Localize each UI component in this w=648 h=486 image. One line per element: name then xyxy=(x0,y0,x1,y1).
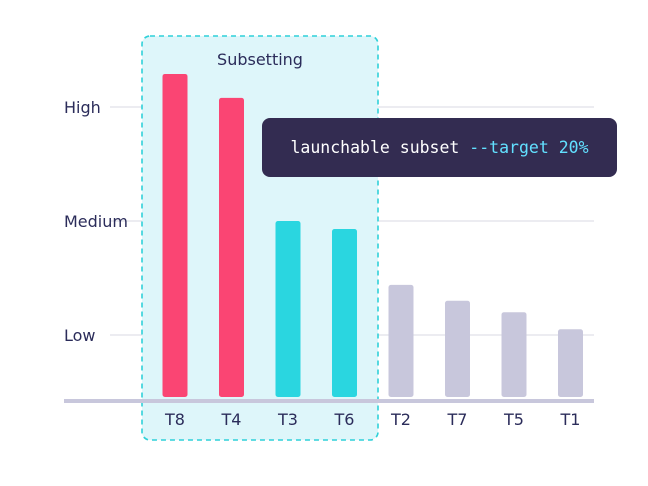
x-axis-labels: T8 T4 T3 T6 T2 T7 T5 T1 xyxy=(164,410,580,429)
x-tick-label-t4: T4 xyxy=(221,410,242,429)
x-tick-label-t5: T5 xyxy=(503,410,524,429)
y-axis-labels: Low Medium High xyxy=(64,98,128,345)
x-tick-label-t7: T7 xyxy=(447,410,468,429)
bar-t4 xyxy=(219,97,244,397)
bar-t1 xyxy=(558,329,583,397)
x-tick-label-t2: T2 xyxy=(390,410,411,429)
x-tick-label-t3: T3 xyxy=(277,410,298,429)
bars xyxy=(162,73,583,397)
bar-t3 xyxy=(275,221,301,397)
x-tick-label-t8: T8 xyxy=(164,410,185,429)
y-tick-label-medium: Medium xyxy=(64,212,128,231)
bar-t5 xyxy=(501,312,527,397)
command-flag: --target 20% xyxy=(469,138,589,157)
y-tick-label-high: High xyxy=(64,98,101,117)
bar-t8 xyxy=(162,73,188,397)
command-text: launchable subset xyxy=(290,138,470,157)
x-tick-label-t1: T1 xyxy=(560,410,581,429)
y-tick-label-low: Low xyxy=(64,326,96,345)
bar-t6 xyxy=(332,228,357,397)
command-tooltip: launchable subset --target 20% xyxy=(262,118,617,177)
bar-t2 xyxy=(388,284,414,397)
subsetting-label: Subsetting xyxy=(217,50,303,69)
x-tick-label-t6: T6 xyxy=(334,410,355,429)
bar-t7 xyxy=(445,300,470,397)
